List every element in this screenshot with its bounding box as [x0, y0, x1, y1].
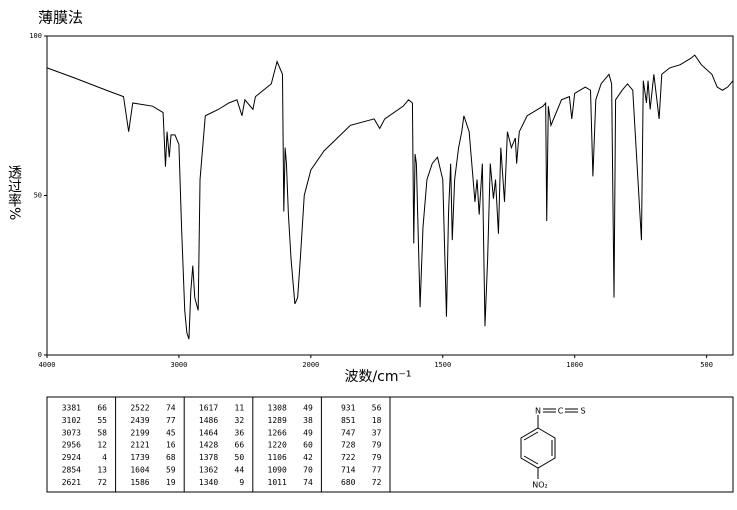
x-tick-label: 500 [700, 361, 713, 369]
table-transmittance: 36 [235, 428, 245, 437]
double-bond [523, 455, 539, 465]
table-wavenumber: 2924 [62, 453, 81, 462]
atom-label: S [580, 407, 585, 416]
table-wavenumber: 1362 [199, 466, 218, 475]
table-wavenumber: 1604 [130, 466, 149, 475]
table-wavenumber: 1106 [268, 453, 287, 462]
table-transmittance: 79 [372, 441, 382, 450]
table-transmittance: 9 [239, 478, 244, 487]
table-transmittance: 13 [97, 466, 107, 475]
y-axis-label: 透过率% [6, 165, 22, 220]
spectrum-line [46, 54, 734, 340]
table-transmittance: 72 [97, 478, 107, 487]
table-wavenumber: 1428 [199, 441, 218, 450]
table-wavenumber: 747 [341, 428, 356, 437]
x-tick-label: 1500 [434, 361, 451, 369]
table-wavenumber: 2121 [130, 441, 149, 450]
table-wavenumber: 1617 [199, 404, 218, 413]
table-wavenumber: 680 [341, 478, 356, 487]
table-wavenumber: 931 [341, 404, 356, 413]
table-wavenumber: 728 [341, 441, 356, 450]
table-wavenumber: 2621 [62, 478, 81, 487]
x-tick-label: 2000 [302, 361, 319, 369]
table-wavenumber: 1464 [199, 428, 218, 437]
table-transmittance: 42 [303, 453, 313, 462]
plot-frame [46, 35, 734, 356]
table-transmittance: 72 [372, 478, 382, 487]
table-wavenumber: 3381 [62, 404, 81, 413]
x-tick-label: 1000 [566, 361, 583, 369]
y-tick-label: 50 [34, 192, 42, 200]
table-wavenumber: 1011 [268, 478, 287, 487]
x-tick-label: 4000 [39, 361, 56, 369]
atom-label: NO₂ [532, 481, 548, 490]
table-transmittance: 50 [235, 453, 245, 462]
benzene-ring [520, 427, 556, 469]
table-transmittance: 49 [303, 428, 313, 437]
table-transmittance: 60 [303, 441, 313, 450]
table-wavenumber: 1486 [199, 416, 218, 425]
table-wavenumber: 3073 [62, 428, 81, 437]
x-tick-label: 3000 [170, 361, 187, 369]
table-wavenumber: 1340 [199, 478, 218, 487]
table-transmittance: 38 [303, 416, 313, 425]
table-transmittance: 77 [372, 466, 382, 475]
table-wavenumber: 1586 [130, 478, 149, 487]
table-wavenumber: 2199 [130, 428, 149, 437]
table-transmittance: 79 [372, 453, 382, 462]
chart-title: 薄膜法 [38, 9, 83, 27]
structure-bonds [520, 408, 578, 479]
y-tick-label: 100 [29, 32, 42, 40]
table-wavenumber: 714 [341, 466, 356, 475]
table-wavenumber: 2439 [130, 416, 149, 425]
table-transmittance: 70 [303, 466, 313, 475]
table-transmittance: 56 [372, 404, 382, 413]
double-bond [523, 431, 539, 441]
table-wavenumber: 1378 [199, 453, 218, 462]
table-dividers [115, 397, 391, 492]
table-transmittance: 45 [166, 428, 176, 437]
table-wavenumber: 3102 [62, 416, 81, 425]
x-axis-label: 波数/cm⁻¹ [344, 369, 411, 385]
table-wavenumber: 1739 [130, 453, 149, 462]
table-transmittance: 74 [166, 404, 176, 413]
table-wavenumber: 1289 [268, 416, 287, 425]
table-transmittance: 66 [97, 404, 107, 413]
atom-label: N [535, 407, 541, 416]
table-transmittance: 74 [303, 478, 313, 487]
table-transmittance: 77 [166, 416, 176, 425]
table-wavenumber: 1308 [268, 404, 287, 413]
table-wavenumber: 722 [341, 453, 356, 462]
table-transmittance: 37 [372, 428, 382, 437]
table-transmittance: 44 [235, 466, 245, 475]
table-transmittance: 49 [303, 404, 313, 413]
table-transmittance: 66 [235, 441, 245, 450]
table-wavenumber: 2522 [130, 404, 149, 413]
table-transmittance: 55 [97, 416, 107, 425]
table-wavenumber: 2854 [62, 466, 81, 475]
table-transmittance: 11 [235, 404, 245, 413]
table-wavenumber: 1090 [268, 466, 287, 475]
table-wavenumber: 1266 [268, 428, 287, 437]
table-transmittance: 4 [102, 453, 107, 462]
table-transmittance: 16 [166, 441, 176, 450]
table-transmittance: 18 [372, 416, 382, 425]
table-transmittance: 68 [166, 453, 176, 462]
table-transmittance: 59 [166, 466, 176, 475]
y-tick-label: 0 [38, 351, 42, 359]
table-transmittance: 12 [97, 441, 107, 450]
table-transmittance: 19 [166, 478, 176, 487]
table-transmittance: 58 [97, 428, 107, 437]
table-wavenumber: 851 [341, 416, 356, 425]
table-wavenumber: 1220 [268, 441, 287, 450]
atom-label: C [558, 407, 564, 416]
table-transmittance: 32 [235, 416, 245, 425]
table-wavenumber: 2956 [62, 441, 81, 450]
